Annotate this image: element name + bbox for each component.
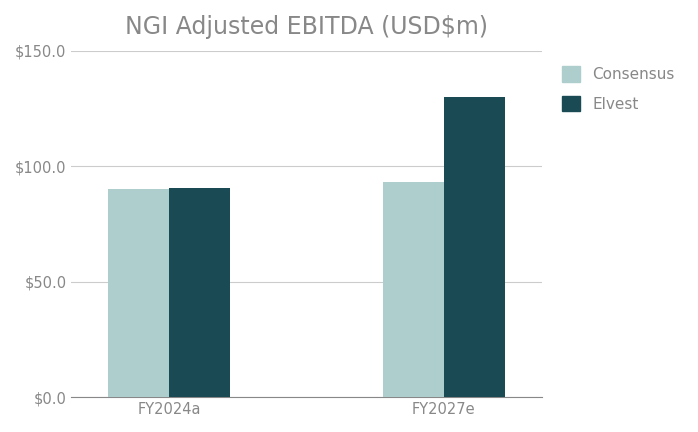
Title: NGI Adjusted EBITDA (USD$m): NGI Adjusted EBITDA (USD$m) xyxy=(125,15,488,39)
Bar xyxy=(444,97,505,397)
Legend: Consensus, Elvest: Consensus, Elvest xyxy=(554,58,682,119)
Bar xyxy=(170,188,230,397)
Bar xyxy=(108,189,170,397)
Bar xyxy=(383,182,444,397)
